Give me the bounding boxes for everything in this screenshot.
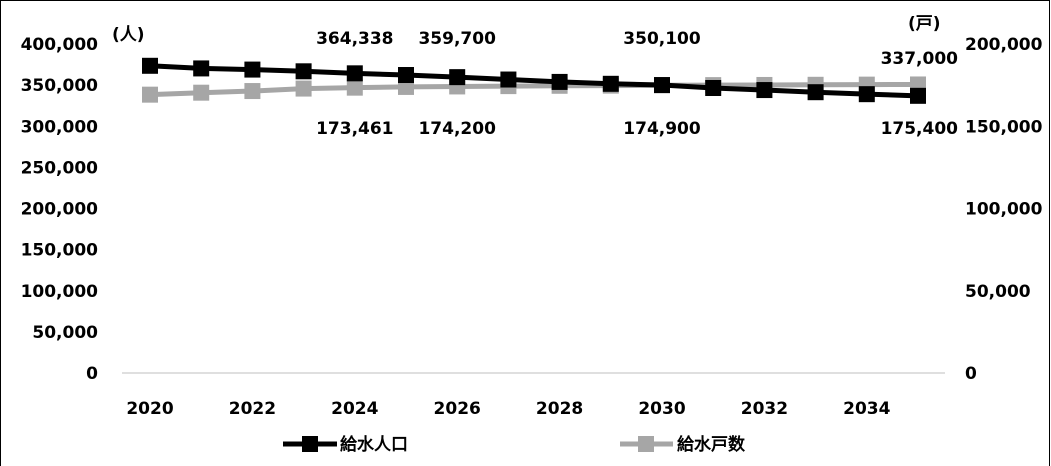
data-label-population: 364,338 (316, 29, 393, 49)
x-tick-label: 2030 (638, 399, 685, 419)
legend-label-population: 給水人口 (340, 434, 408, 455)
data-point-population (346, 65, 363, 82)
data-label-households: 173,461 (316, 119, 393, 139)
data-point-population (500, 71, 517, 88)
data-point-population (807, 84, 824, 101)
data-point-population (756, 82, 773, 99)
data-point-households (193, 84, 210, 101)
data-point-population (602, 75, 619, 92)
data-point-population (193, 60, 210, 77)
data-label-population: 359,700 (418, 29, 496, 49)
y-left-tick-label: 400,000 (21, 35, 99, 55)
data-label-households: 174,900 (623, 119, 701, 139)
series-line-population (149, 63, 919, 99)
data-point-population (654, 77, 670, 94)
y-right-tick-label: 0 (965, 364, 977, 384)
data-point-population (910, 87, 926, 104)
y-left-tick-label: 150,000 (21, 241, 99, 261)
data-point-population (449, 69, 466, 86)
data-label-population: 350,100 (623, 29, 701, 49)
x-tick-label: 2034 (843, 399, 890, 419)
legend-marker-population (302, 436, 318, 452)
y-left-tick-label: 100,000 (21, 282, 99, 302)
legend-marker-households (638, 436, 654, 452)
data-point-population (858, 86, 875, 103)
y-right-tick-label: 150,000 (965, 117, 1043, 137)
y-left-unit-label: (人) (112, 25, 145, 45)
data-label-population: 337,000 (881, 49, 959, 69)
x-tick-label: 2024 (331, 399, 378, 419)
data-point-population (705, 80, 722, 97)
y-left-tick-label: 350,000 (21, 76, 99, 96)
legend: 給水人口 給水戸数 (283, 434, 746, 455)
series-line-households (149, 81, 919, 98)
data-point-population (244, 61, 261, 78)
y-left-tick-label: 250,000 (21, 158, 99, 178)
legend-item-households: 給水戸数 (620, 434, 746, 455)
y-right-unit-label: (戸) (908, 14, 941, 34)
data-label-households: 175,400 (881, 119, 959, 139)
legend-label-households: 給水戸数 (677, 434, 746, 455)
y-left-tick-label: 0 (86, 364, 98, 384)
data-point-households (295, 80, 312, 97)
data-point-population (142, 57, 158, 74)
y-right-tick-label: 200,000 (965, 35, 1043, 55)
y-right-tick-label: 50,000 (965, 282, 1031, 302)
x-tick-label: 2028 (536, 399, 583, 419)
x-tick-label: 2022 (229, 399, 276, 419)
y-left-tick-label: 200,000 (21, 200, 99, 220)
x-tick-label: 2032 (741, 399, 788, 419)
data-label-households: 174,200 (418, 119, 496, 139)
x-tick-label: 2026 (434, 399, 481, 419)
data-point-population (551, 73, 568, 90)
data-point-population (295, 63, 312, 80)
x-tick-label: 2020 (126, 399, 173, 419)
legend-item-population: 給水人口 (283, 434, 408, 455)
data-point-households (244, 83, 261, 100)
data-point-households (346, 79, 363, 96)
data-point-households (142, 86, 158, 103)
y-left-tick-label: 300,000 (21, 117, 99, 137)
y-left-tick-label: 50,000 (32, 323, 98, 343)
y-right-tick-label: 100,000 (965, 200, 1043, 220)
data-point-population (398, 67, 414, 84)
